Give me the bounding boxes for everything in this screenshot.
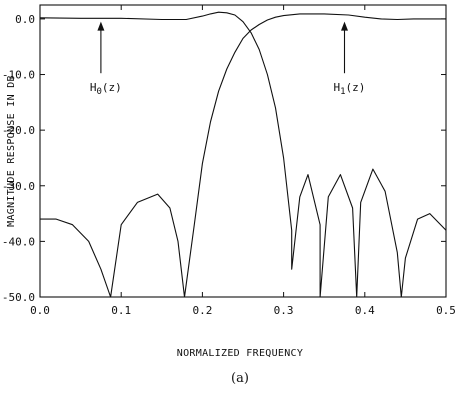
x-tick-label: 0.5: [436, 304, 456, 317]
series-line-h0: [39, 11, 447, 298]
y-tick-label: 0.0: [15, 13, 35, 26]
annotation-layer: H0(z) H1(z): [90, 21, 365, 97]
x-tick-label: 0.1: [111, 304, 131, 317]
x-axis-title: NORMALIZED FREQUENCY: [177, 348, 303, 359]
x-tick-label: 0.2: [192, 304, 212, 317]
figure-caption: (a): [231, 371, 249, 386]
annotation-h1: H1(z): [333, 21, 365, 97]
annotation-label: H1(z): [333, 81, 365, 97]
annotation-label: H0(z): [90, 81, 122, 97]
y-tick-label: -50.0: [2, 291, 35, 304]
series-line-h1: [40, 13, 446, 298]
y-axis-title: MAGNITUDE RESPONSE IN DB: [6, 75, 17, 227]
x-tick-label: 0.0: [30, 304, 50, 317]
plot-area: H0(z) H1(z): [39, 4, 447, 298]
y-tick-label: -40.0: [2, 235, 35, 248]
y-axis: 0.0 -10.0 -20.0 -30.0 -40.0 -50.0: [2, 13, 446, 304]
annotation-h0: H0(z): [90, 21, 122, 97]
y-tick-label: -20.0: [2, 124, 35, 137]
series-layer: [39, 11, 447, 298]
y-tick-label: -10.0: [2, 69, 35, 82]
annotation-arrow-head: [341, 21, 348, 31]
x-tick-label: 0.3: [274, 304, 294, 317]
x-axis: 0.0 0.1 0.2 0.3 0.4 0.5: [30, 5, 456, 317]
y-tick-label: -30.0: [2, 180, 35, 193]
x-tick-label: 0.4: [355, 304, 375, 317]
plot-frame: [39, 4, 447, 298]
annotation-arrow-head: [97, 21, 105, 31]
